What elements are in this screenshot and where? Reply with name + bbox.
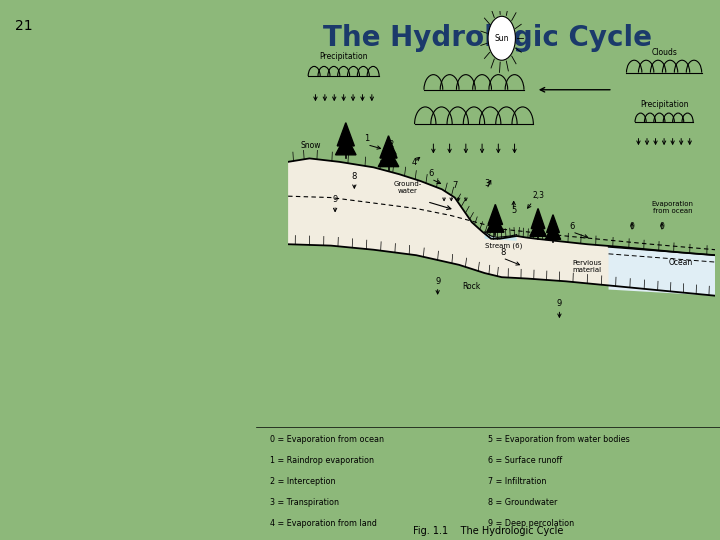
Text: 21: 21 (15, 19, 33, 33)
Text: Rock: Rock (463, 282, 481, 291)
Text: 5 = Evaporation from water bodies: 5 = Evaporation from water bodies (488, 435, 629, 444)
Text: 9: 9 (435, 277, 440, 286)
Polygon shape (378, 148, 399, 167)
Polygon shape (380, 136, 397, 158)
Text: Pervious
material: Pervious material (572, 260, 602, 273)
Text: 3: 3 (484, 179, 490, 188)
Text: 1 = Raindrop evaporation: 1 = Raindrop evaporation (269, 456, 374, 465)
Text: Precipitation: Precipitation (320, 52, 368, 61)
Text: 4: 4 (412, 158, 417, 167)
Text: 5: 5 (511, 206, 516, 215)
Polygon shape (488, 205, 503, 225)
Text: 8: 8 (351, 172, 357, 181)
Text: 4 = Evaporation from land: 4 = Evaporation from land (269, 518, 377, 528)
Text: 3 = Transpiration: 3 = Transpiration (269, 498, 338, 507)
Polygon shape (546, 215, 559, 233)
Text: 0: 0 (629, 222, 634, 231)
Polygon shape (487, 215, 504, 232)
Text: 2,3: 2,3 (532, 191, 544, 200)
Text: 7: 7 (452, 181, 457, 190)
Text: 2 = Interception: 2 = Interception (269, 477, 335, 486)
Polygon shape (337, 123, 354, 146)
Text: 8 = Groundwater: 8 = Groundwater (488, 498, 557, 507)
Text: 2: 2 (388, 140, 393, 149)
Text: 9: 9 (557, 299, 562, 308)
Polygon shape (336, 135, 356, 155)
Polygon shape (288, 158, 716, 296)
Text: 6 = Surface runoff: 6 = Surface runoff (488, 456, 562, 465)
Circle shape (488, 16, 516, 60)
Polygon shape (608, 247, 716, 296)
Text: Clouds: Clouds (651, 49, 677, 57)
Text: Precipitation: Precipitation (640, 100, 688, 109)
Text: 6: 6 (570, 222, 575, 231)
Text: 6: 6 (428, 168, 434, 178)
Text: Ocean: Ocean (669, 258, 693, 267)
Polygon shape (485, 232, 517, 241)
Text: 0 = Evaporation from ocean: 0 = Evaporation from ocean (269, 435, 384, 444)
Text: The Hydrologic Cycle: The Hydrologic Cycle (323, 24, 652, 52)
Text: 8: 8 (500, 248, 505, 257)
Text: Stream (6): Stream (6) (485, 242, 523, 249)
Text: Evaporation
from ocean: Evaporation from ocean (652, 201, 693, 214)
Text: Sun: Sun (495, 34, 509, 43)
Text: Fig. 1.1    The Hydrologic Cycle: Fig. 1.1 The Hydrologic Cycle (413, 526, 563, 536)
Text: 1: 1 (364, 134, 370, 143)
Text: Snow: Snow (301, 141, 321, 150)
Text: 9 = Deep percolation: 9 = Deep percolation (488, 518, 574, 528)
Text: Ground-
water: Ground- water (394, 181, 422, 194)
Text: 9: 9 (333, 194, 338, 204)
Text: 0: 0 (660, 222, 665, 231)
Polygon shape (530, 219, 546, 237)
Text: 7 = Infiltration: 7 = Infiltration (488, 477, 546, 486)
Polygon shape (531, 208, 545, 228)
Polygon shape (545, 224, 561, 239)
